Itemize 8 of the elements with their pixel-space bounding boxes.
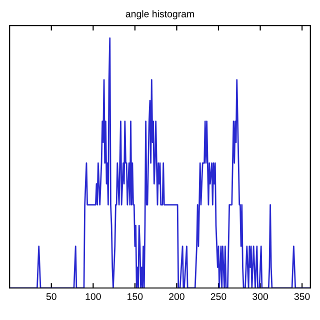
x-tick-label: 300: [252, 293, 268, 300]
x-tick-label: 50: [46, 293, 56, 300]
x-tick-label: 250: [210, 293, 226, 300]
chart-title: angle histogram: [126, 10, 194, 20]
x-tick-label: 100: [86, 293, 101, 300]
x-tick-label: 350: [294, 293, 310, 300]
x-tick-label: 200: [169, 293, 184, 300]
x-tick-label: 150: [128, 293, 143, 300]
